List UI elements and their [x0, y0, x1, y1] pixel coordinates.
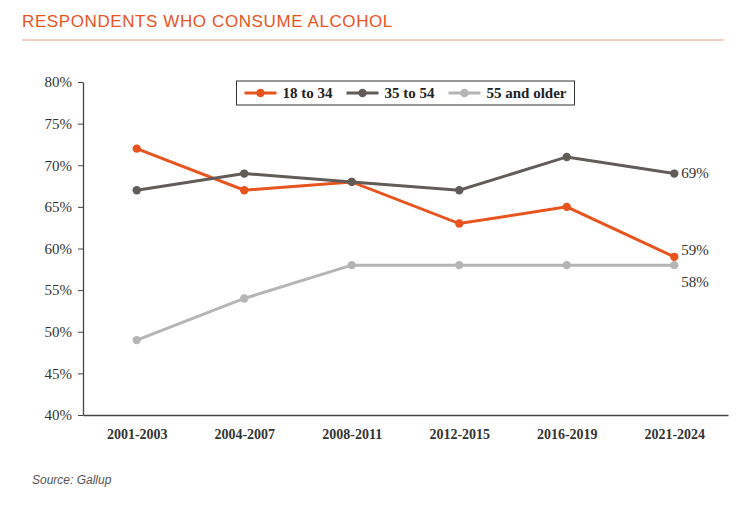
legend-entry: 18 to 34	[244, 85, 332, 101]
point	[455, 261, 463, 269]
y-tick: 75%	[45, 116, 84, 132]
source: Source: Gallup	[32, 473, 112, 487]
y-tick: 70%	[45, 158, 84, 174]
y-tick-mark	[78, 373, 83, 374]
y-tick-label: 65%	[45, 199, 73, 215]
y-tick-label: 80%	[45, 74, 73, 90]
point	[133, 336, 141, 344]
x-tick-label: 2016-2019	[537, 427, 598, 442]
point	[348, 178, 356, 186]
legend-box	[236, 81, 574, 105]
legend-entry: 35 to 54	[346, 85, 434, 101]
x-tick: 2008-2011	[322, 415, 382, 442]
x-tick: 2012-2015	[429, 415, 490, 442]
chart: RESPONDENTS WHO CONSUME ALCOHOL Source: G…	[0, 0, 746, 505]
y-tick: 80%	[45, 74, 84, 90]
title: RESPONDENTS WHO CONSUME ALCOHOL	[22, 12, 393, 31]
legend-label: 18 to 34	[282, 85, 332, 101]
y-tick: 55%	[45, 282, 84, 298]
plot: 40% 45% 50% 55% 60% 65% 70% 75% 80% 2001-2003 2004…	[45, 74, 729, 442]
point	[670, 169, 678, 177]
legend-entry: 55 and older	[448, 85, 566, 101]
point	[670, 253, 678, 261]
series	[133, 153, 679, 195]
point	[348, 261, 356, 269]
series	[133, 261, 679, 344]
data-label: 69%	[681, 165, 709, 181]
x-tick-label: 2008-2011	[322, 427, 382, 442]
point	[563, 153, 571, 161]
y-tick-label: 75%	[45, 116, 73, 132]
data-label: 58%	[681, 274, 709, 290]
x-axis-line	[84, 415, 729, 416]
x-tick: 2001-2003	[107, 415, 168, 442]
point	[240, 186, 248, 194]
point	[240, 294, 248, 302]
x-tick: 2016-2019	[537, 415, 598, 442]
y-tick-label: 60%	[45, 241, 73, 257]
y-tick-label: 45%	[45, 366, 73, 382]
series-line	[137, 265, 675, 340]
x-tick: 2021-2024	[644, 415, 705, 442]
point	[348, 178, 356, 186]
y-tick-mark	[78, 332, 83, 333]
series-line	[137, 157, 675, 190]
legend-marker	[358, 89, 366, 97]
series-marks	[133, 144, 679, 344]
point	[563, 261, 571, 269]
data-label: 59%	[681, 242, 709, 258]
y-tick-label: 55%	[45, 282, 73, 298]
y-tick: 50%	[45, 324, 84, 340]
y-tick-mark	[78, 165, 83, 166]
y-tick-label: 50%	[45, 324, 73, 340]
y-tick-mark	[78, 124, 83, 125]
x-tick: 2004-2007	[214, 415, 275, 442]
point	[670, 261, 678, 269]
legend-marker	[256, 89, 264, 97]
y-axis-line	[83, 83, 84, 416]
series	[133, 144, 679, 261]
y-tick-mark	[78, 415, 83, 416]
y-tick-mark	[78, 207, 83, 208]
y-tick: 65%	[45, 199, 84, 215]
y-tick-mark	[78, 249, 83, 250]
y-tick: 45%	[45, 366, 84, 382]
title-rule	[22, 40, 724, 41]
point	[133, 144, 141, 152]
y-tick-mark	[78, 82, 83, 83]
y-axis: 40% 45% 50% 55% 60% 65% 70% 75% 80%	[45, 74, 84, 423]
point	[563, 203, 571, 211]
x-tick-label: 2021-2024	[644, 427, 705, 442]
data-labels: 59% 69% 58%	[681, 165, 709, 291]
legend: 18 to 34 35 to 54 55 and older	[236, 81, 574, 105]
y-tick-label: 40%	[45, 407, 73, 423]
series-line	[137, 149, 675, 257]
y-tick-label: 70%	[45, 158, 73, 174]
point	[455, 219, 463, 227]
y-tick: 60%	[45, 241, 84, 257]
x-tick-label: 2012-2015	[429, 427, 490, 442]
point	[455, 186, 463, 194]
point	[240, 169, 248, 177]
y-tick: 40%	[45, 407, 84, 423]
legend-label: 35 to 54	[384, 85, 434, 101]
x-axis: 2001-2003 2004-2007 2008-2011 2012-2015 2016…	[84, 415, 729, 442]
x-tick-label: 2004-2007	[214, 427, 275, 442]
legend-label: 55 and older	[486, 85, 566, 101]
x-tick-label: 2001-2003	[107, 427, 168, 442]
legend-marker	[460, 89, 468, 97]
point	[133, 186, 141, 194]
y-tick-mark	[78, 290, 83, 291]
